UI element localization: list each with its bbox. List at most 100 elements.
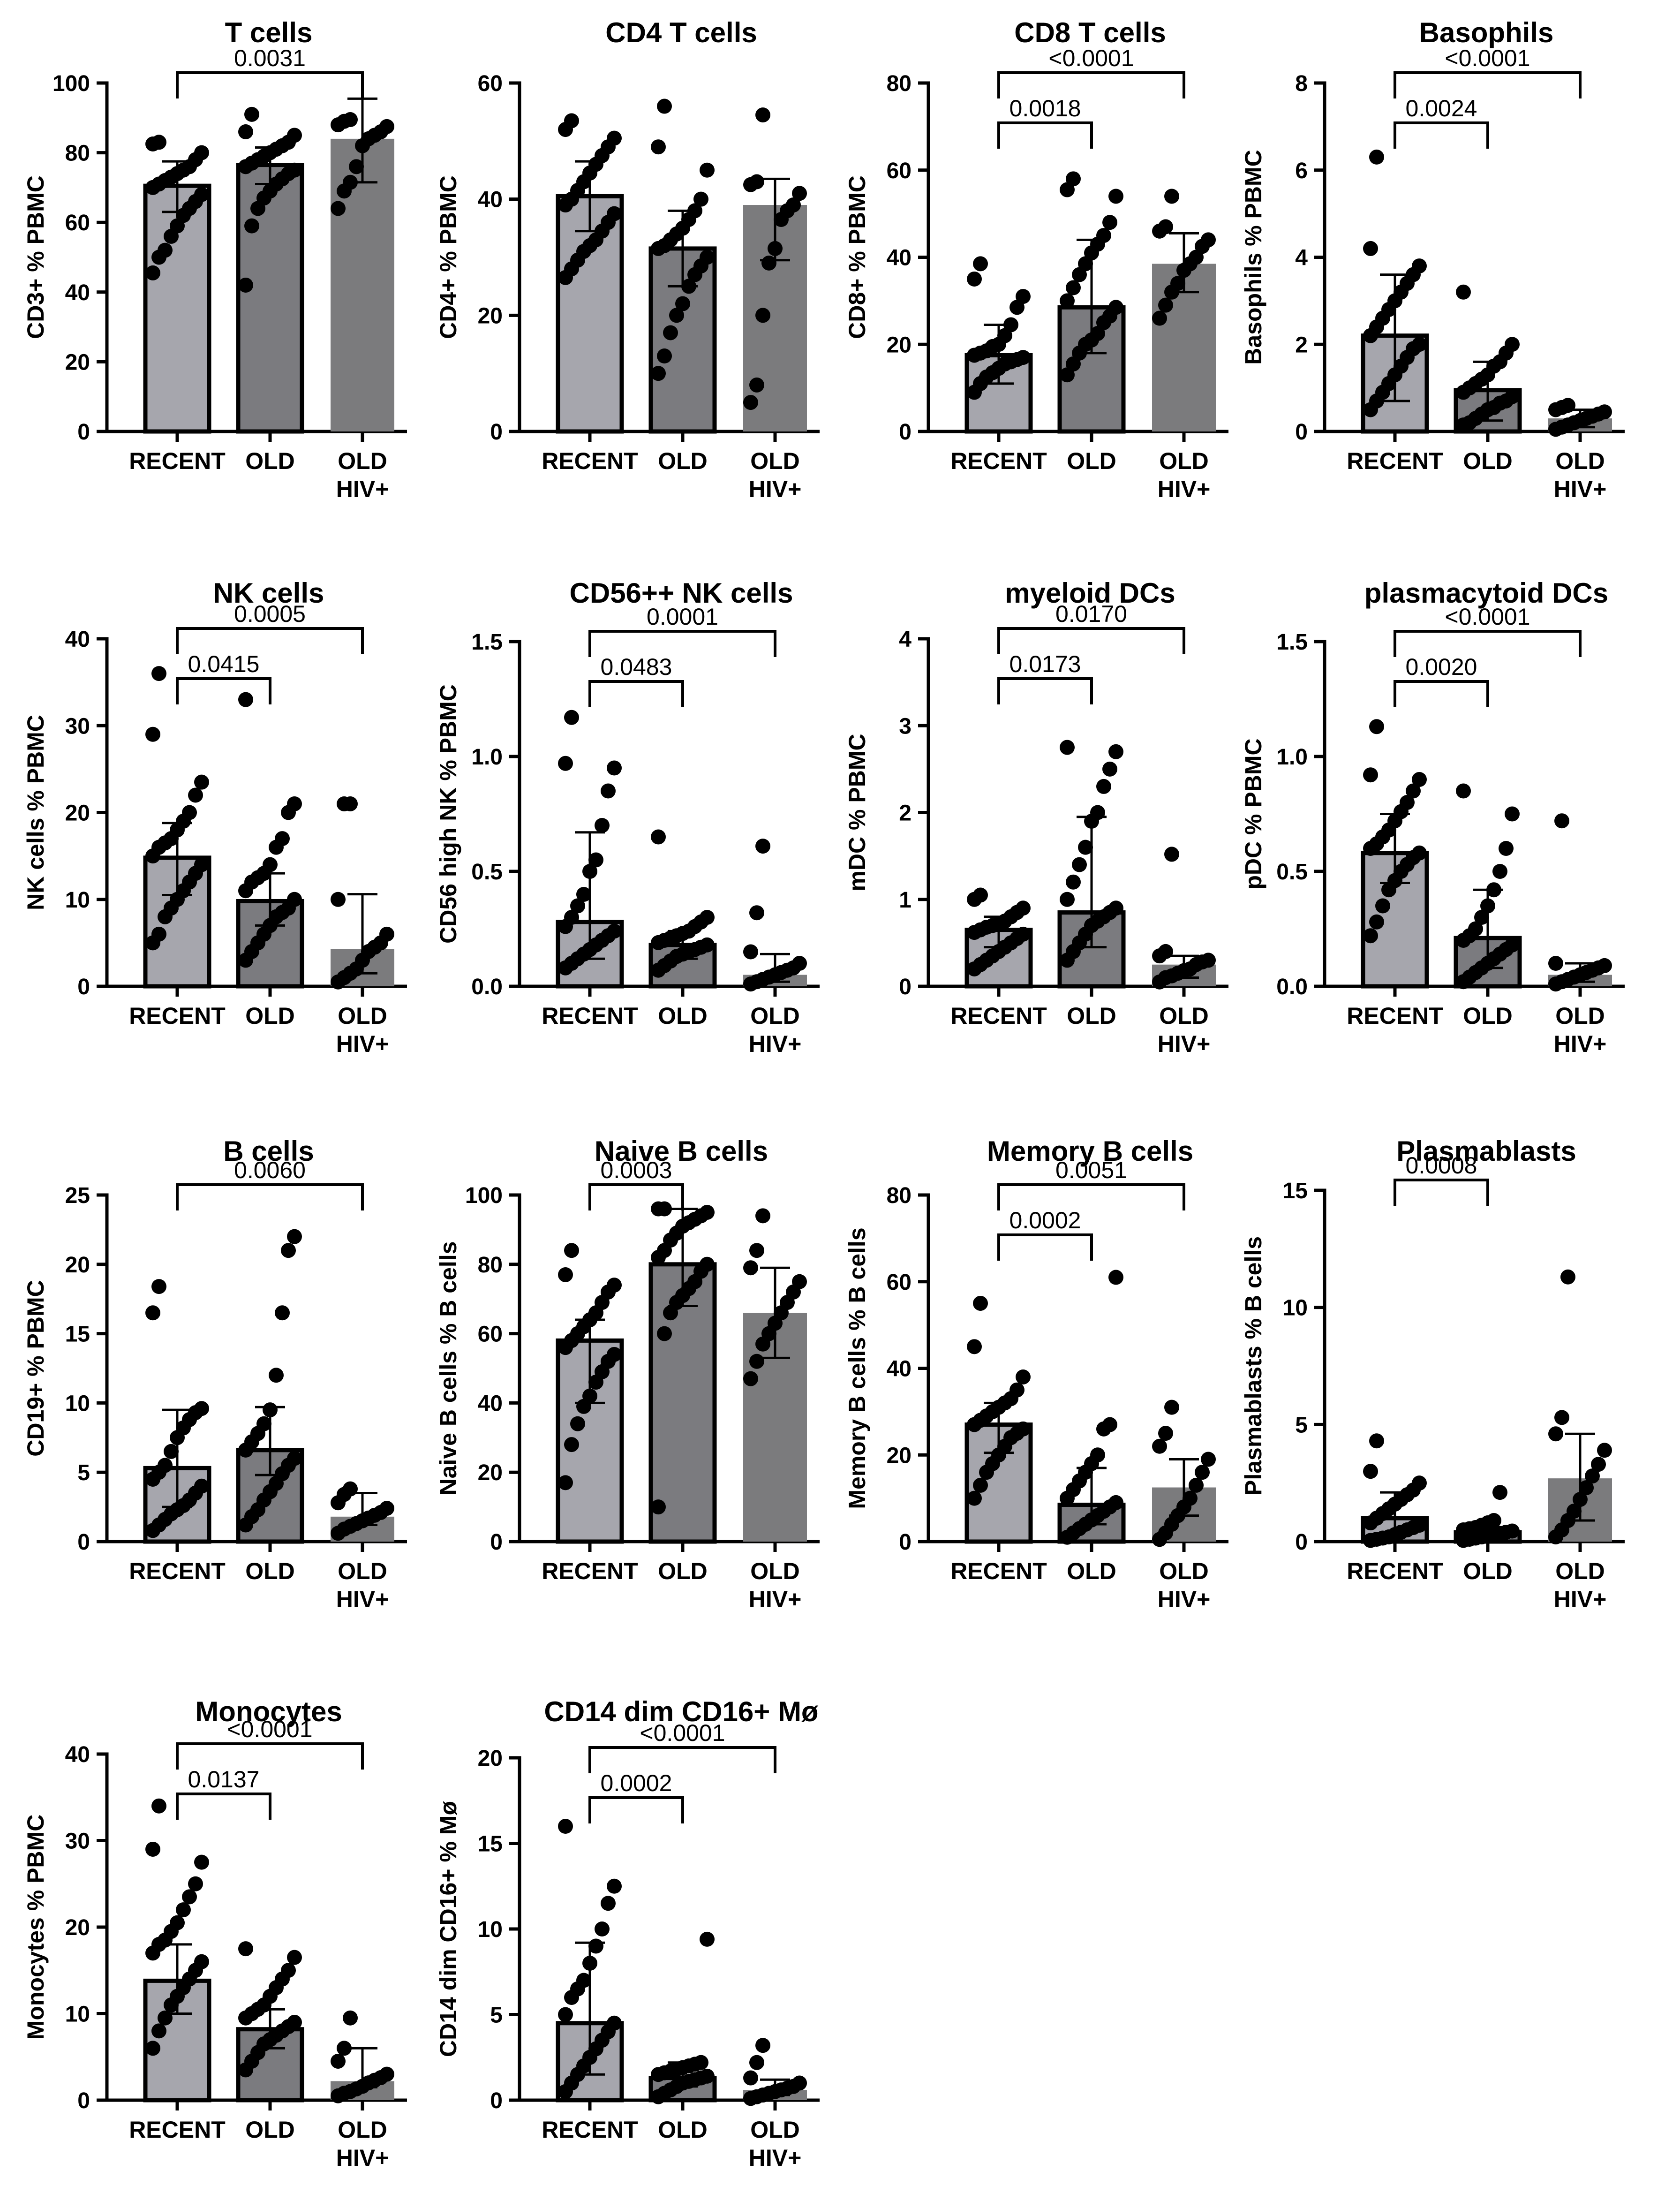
data-point <box>576 1973 591 1988</box>
data-point <box>601 783 616 799</box>
data-point <box>749 377 764 393</box>
y-axis-label: CD8+ % PBMC <box>844 175 870 339</box>
data-point <box>188 1876 203 1891</box>
data-point <box>1560 398 1575 413</box>
y-axis-label: CD3+ % PBMC <box>23 175 49 339</box>
y-tick-label: 0 <box>77 1530 90 1555</box>
significance-bracket <box>588 1746 776 1773</box>
bar-old <box>236 163 304 434</box>
significance-bracket <box>1394 121 1489 149</box>
data-point <box>558 2007 573 2022</box>
significance-bracket <box>1394 71 1582 98</box>
y-tick-label: 1.5 <box>1276 630 1308 655</box>
x-category-label: RECENT <box>542 1003 638 1029</box>
y-tick-label: 60 <box>478 71 503 96</box>
category-label-line: RECENT <box>542 1558 638 1584</box>
category-label-line: OLD <box>1067 448 1116 474</box>
x-category-label: OLD <box>658 1003 708 1029</box>
category-label-line: RECENT <box>1347 448 1443 474</box>
data-point <box>1164 1399 1179 1415</box>
data-point <box>164 1444 179 1459</box>
data-point <box>1480 898 1495 914</box>
panel-cd56-nk-cells: CD56++ NK cells CD56 high NK % PBMC 0.0 0.5… <box>435 577 820 1057</box>
data-point <box>1066 356 1081 372</box>
data-point <box>1369 149 1384 165</box>
data-point <box>792 186 807 201</box>
data-point <box>1108 300 1123 315</box>
data-point <box>194 1954 209 1969</box>
panel-title: CD8 T cells <box>1014 17 1166 48</box>
data-point <box>331 201 346 216</box>
category-label-line: OLD <box>245 448 295 474</box>
y-tick-label: 0 <box>899 420 912 445</box>
data-point <box>1096 779 1111 794</box>
data-point <box>607 1878 622 1894</box>
panel-memory-b-cells: Memory B cells Memory B cells % B cells 0 2… <box>844 1135 1228 1612</box>
significance-bracket <box>588 680 684 707</box>
x-category-label: RECENT <box>129 448 226 474</box>
data-point <box>607 1346 622 1362</box>
category-label-line: HIV+ <box>336 1586 389 1612</box>
data-point <box>663 325 678 340</box>
y-tick-label: 60 <box>478 1322 503 1347</box>
data-point <box>287 162 302 178</box>
category-label-line: OLD <box>1463 448 1513 474</box>
data-point <box>749 905 764 921</box>
x-category-label: RECENT <box>950 1558 1047 1584</box>
data-point <box>657 1201 672 1217</box>
y-tick-label: 80 <box>478 1253 503 1278</box>
category-label-line: RECENT <box>129 2117 226 2143</box>
panel-cd14-dim-cd16-m: CD14 dim CD16+ Mø CD14 dim CD16+ % Mø 0 5 10… <box>435 1696 820 2171</box>
data-point <box>1369 914 1384 930</box>
data-point <box>570 898 585 914</box>
data-point <box>997 328 1012 343</box>
data-point <box>194 187 209 202</box>
data-point <box>657 1326 672 1341</box>
category-label-line: OLD <box>245 1003 295 1029</box>
x-category-label: RECENT <box>129 1558 226 1584</box>
data-point <box>145 726 160 742</box>
p-value-label: 0.0001 <box>647 604 718 630</box>
data-point <box>1567 1504 1582 1519</box>
p-value-label: 0.0483 <box>601 654 672 680</box>
significance-bracket <box>588 630 776 657</box>
significance-bracket <box>997 121 1093 149</box>
data-point <box>1412 1518 1427 1533</box>
data-point <box>595 818 610 833</box>
category-label-line: OLD <box>1555 448 1605 474</box>
y-tick-label: 40 <box>65 1742 90 1767</box>
data-point <box>1060 293 1075 309</box>
data-point <box>151 926 166 942</box>
data-point <box>651 139 666 155</box>
data-point <box>1195 1465 1210 1480</box>
y-tick-label: 20 <box>887 333 912 357</box>
data-point <box>1456 783 1471 799</box>
panel-title: plasmacytoid DCs <box>1364 577 1608 609</box>
data-point <box>151 1798 166 1814</box>
data-point <box>749 1243 764 1258</box>
y-tick-label: 15 <box>478 1832 503 1857</box>
panel-plasmablasts: Plasmablasts Plasmablasts % B cells 0 5 10 15… <box>1240 1135 1625 1612</box>
data-point <box>1597 404 1612 420</box>
category-label-line: HIV+ <box>1158 1031 1211 1057</box>
data-point <box>343 2010 358 2026</box>
y-tick-label: 0 <box>490 1530 503 1555</box>
x-category-label: OLD <box>1463 1558 1513 1584</box>
category-label-line: OLD <box>1555 1003 1605 1029</box>
x-category-label: OLD HIV+ <box>749 1558 802 1612</box>
y-tick-label: 40 <box>65 280 90 305</box>
data-point <box>170 1915 185 1930</box>
x-category-label: OLD HIV+ <box>1554 1558 1607 1612</box>
p-value-label: 0.0170 <box>1055 601 1127 627</box>
data-point <box>786 197 801 213</box>
panel-title: myeloid DCs <box>1005 577 1175 609</box>
x-category-label: OLD <box>1067 1003 1116 1029</box>
y-tick-label: 1.0 <box>471 745 503 770</box>
data-point <box>749 1354 764 1369</box>
data-point <box>1554 1410 1569 1425</box>
data-point <box>145 265 160 280</box>
category-label-line: OLD <box>1463 1003 1513 1029</box>
data-point <box>1486 882 1501 898</box>
